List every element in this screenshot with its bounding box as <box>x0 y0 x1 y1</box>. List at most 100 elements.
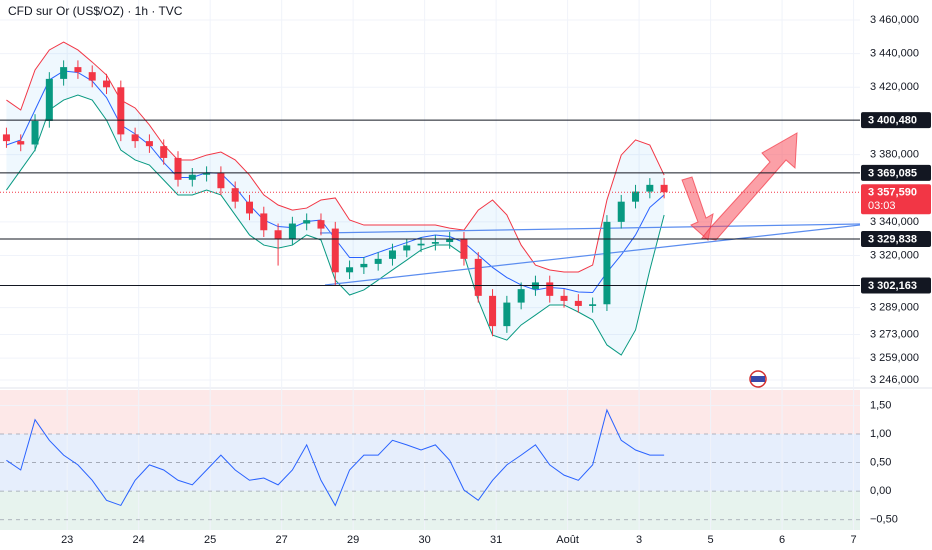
y-tick-label: 3 460,000 <box>870 14 919 26</box>
candle-body <box>245 201 253 214</box>
candle-body <box>17 141 25 145</box>
zone-high <box>0 390 860 434</box>
candle-body <box>117 87 125 135</box>
candle-body <box>589 304 597 306</box>
level-label: 3 369,085 <box>868 167 917 179</box>
candle-body <box>260 213 268 231</box>
band-upper <box>6 41 665 273</box>
y-tick-label: 3 420,000 <box>870 81 919 93</box>
axis-layer: CFD sur Or (US$/OZ) · 1h · TVC 23 24 25 27 2… <box>0 4 931 546</box>
candles-layer <box>2 60 668 507</box>
candle-body <box>360 263 368 268</box>
candle-body <box>145 141 153 147</box>
x-tick-label: 27 <box>276 534 288 546</box>
level-label-box <box>861 277 931 294</box>
candle-body <box>417 243 425 246</box>
candle-body <box>617 201 625 222</box>
background-layer <box>0 387 932 530</box>
x-tick-label: Août <box>556 534 579 546</box>
y-tick-label: 3 289,000 <box>870 302 919 314</box>
x-tick-label: 6 <box>779 534 785 546</box>
candle-body <box>603 221 611 305</box>
osc-tick-label: −0,50 <box>870 514 898 526</box>
logo <box>749 370 767 388</box>
candle-body <box>474 258 482 296</box>
candle-body <box>574 300 582 306</box>
arrow-up <box>701 132 798 241</box>
candle-body <box>503 302 511 327</box>
candle-body <box>160 146 168 158</box>
grid-layer <box>0 0 860 530</box>
candle-body <box>131 134 139 142</box>
osc-tick-label: 0,50 <box>870 456 891 468</box>
osc-tick-label: 1,50 <box>870 399 891 411</box>
candle-body <box>303 220 311 224</box>
y-tick-label: 3 320,000 <box>870 249 919 261</box>
candle-body <box>174 157 182 180</box>
candle-body <box>546 282 554 296</box>
candle-body <box>317 220 325 229</box>
level-label: 3 329,838 <box>868 233 917 245</box>
x-tick-label: 3 <box>636 534 642 546</box>
candle-body <box>446 238 454 243</box>
level-label-box <box>861 230 931 247</box>
candle-body <box>74 67 82 73</box>
level-label: 3 302,163 <box>868 280 917 292</box>
candle-body <box>274 230 282 239</box>
zone-mid <box>0 434 860 492</box>
y-tick-label: 3 246,000 <box>870 374 919 386</box>
candle-body <box>231 188 239 202</box>
x-tick-label: 30 <box>419 534 431 546</box>
candle-body <box>188 174 196 180</box>
candle-body <box>460 238 468 259</box>
x-tick-label: 25 <box>204 534 216 546</box>
candle-body <box>60 67 68 79</box>
x-tick-label: 23 <box>61 534 73 546</box>
osc-tick-label: 1,00 <box>870 428 891 440</box>
trend-line <box>324 224 861 286</box>
candle-body <box>88 72 96 81</box>
x-tick-label: 29 <box>347 534 359 546</box>
candle-body <box>2 134 10 142</box>
osc-line <box>6 408 665 507</box>
zone-low <box>0 491 860 530</box>
candle-body <box>217 173 225 189</box>
last-price-label: 3 357,590 <box>868 187 917 199</box>
candle-body <box>31 120 39 145</box>
y-tick-label: 3 340,000 <box>870 216 919 228</box>
candle-body <box>388 250 396 259</box>
y-tick-label: 3 273,000 <box>870 328 919 340</box>
trend-line <box>319 223 861 234</box>
candle-body <box>403 245 411 251</box>
candle-body <box>489 295 497 327</box>
last-price-box <box>861 184 931 215</box>
level-label-box <box>861 112 931 129</box>
candle-body <box>560 295 568 301</box>
candle-body <box>45 78 53 121</box>
x-tick-label: 7 <box>851 534 857 546</box>
candle-body <box>646 184 654 192</box>
candle-body <box>374 258 382 264</box>
candle-body <box>346 267 354 273</box>
y-tick-label: 3 380,000 <box>870 148 919 160</box>
candle-body <box>203 173 211 175</box>
x-tick-label: 5 <box>708 534 714 546</box>
candle-body <box>431 242 439 244</box>
level-label-box <box>861 164 931 181</box>
y-tick-label: 3 259,000 <box>870 352 919 364</box>
y-tick-label: 3 440,000 <box>870 48 919 60</box>
candle-body <box>103 80 111 88</box>
candle-body <box>517 289 525 303</box>
candle-body <box>331 228 339 273</box>
drawings <box>319 132 861 388</box>
level-label: 3 400,480 <box>868 115 917 127</box>
candle-body <box>632 191 640 202</box>
x-tick-label: 31 <box>490 534 502 546</box>
x-tick-label: 24 <box>133 534 145 546</box>
osc-tick-label: 0,00 <box>870 485 891 497</box>
countdown-label: 03:03 <box>868 200 896 212</box>
chart-title: CFD sur Or (US$/OZ) · 1h · TVC <box>8 4 183 18</box>
candle-body <box>288 223 296 239</box>
candle-body <box>660 184 668 193</box>
